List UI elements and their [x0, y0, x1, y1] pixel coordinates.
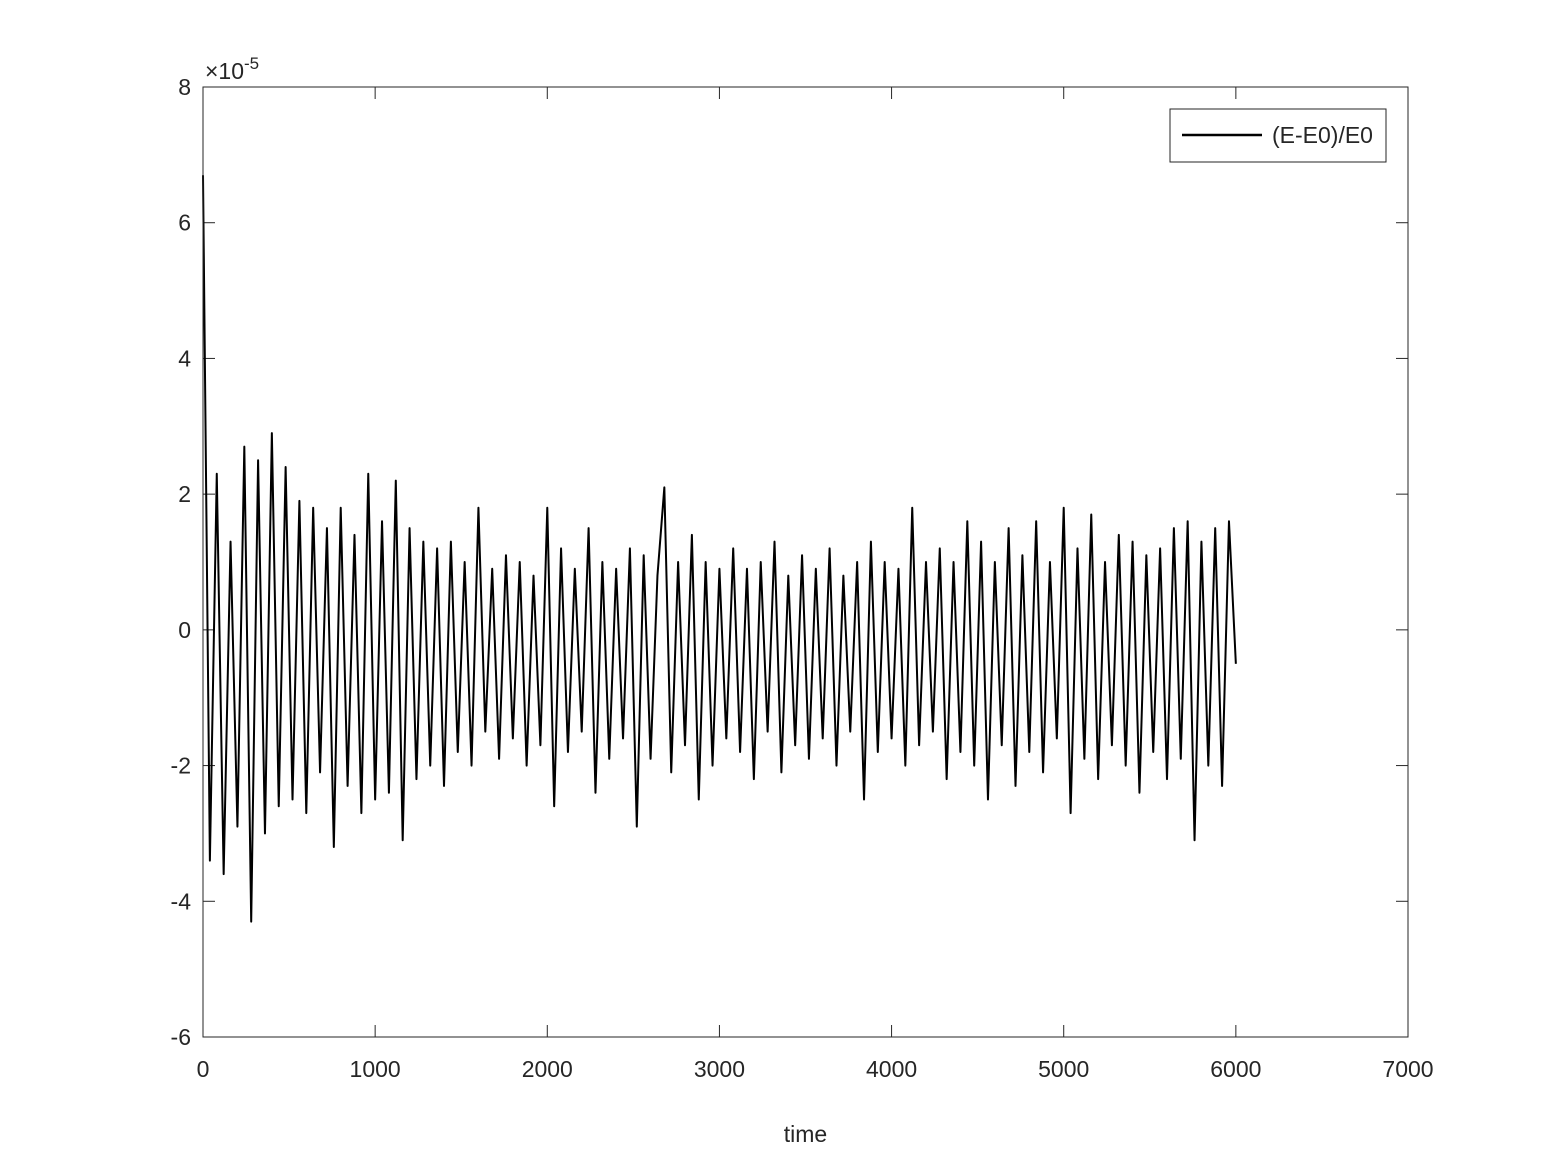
y-multiplier-exponent: -5: [244, 54, 259, 73]
y-multiplier: ×10-5: [205, 54, 259, 84]
x-tick-label: 5000: [1038, 1056, 1089, 1082]
x-tick-label: 3000: [694, 1056, 745, 1082]
y-tick-label: 0: [178, 617, 191, 643]
legend-label: (E-E0)/E0: [1272, 122, 1373, 148]
x-axis-label: time: [784, 1121, 827, 1147]
x-tick-label: 0: [197, 1056, 210, 1082]
y-tick-label: 6: [178, 210, 191, 236]
x-tick-label: 1000: [350, 1056, 401, 1082]
y-tick-label: -6: [171, 1024, 191, 1050]
y-multiplier-base: ×10: [205, 58, 244, 84]
y-tick-label: 8: [178, 74, 191, 100]
y-tick-label: 2: [178, 481, 191, 507]
x-tick-label: 6000: [1210, 1056, 1261, 1082]
x-tick-label: 4000: [866, 1056, 917, 1082]
x-tick-label: 2000: [522, 1056, 573, 1082]
axes-box: [202, 86, 1409, 1038]
x-tick-label: 7000: [1382, 1056, 1433, 1082]
y-tick-label: -2: [171, 753, 191, 779]
y-tick-label: 4: [178, 345, 191, 371]
y-tick-label: -4: [171, 888, 192, 914]
data-line: [202, 175, 1237, 923]
